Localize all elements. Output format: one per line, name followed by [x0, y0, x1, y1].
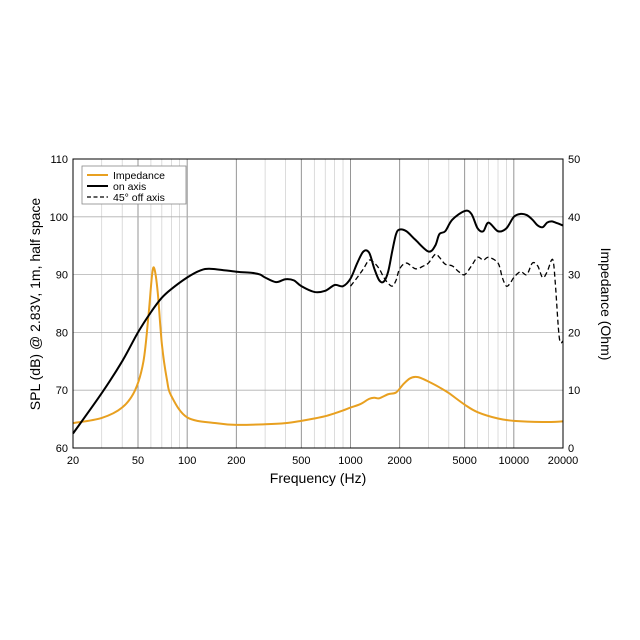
- x-tick-label: 100: [178, 455, 196, 467]
- y2-tick-label: 10: [568, 385, 580, 397]
- legend: Impedance on axis 45° off axis: [81, 165, 187, 205]
- y-tick-label: 60: [56, 443, 68, 455]
- y-tick-label: 90: [56, 270, 68, 282]
- x-tick-label: 20000: [548, 455, 579, 467]
- y2-tick-label: 50: [568, 154, 580, 166]
- y2-tick-label: 20: [568, 327, 580, 339]
- x-axis-label: Frequency (Hz): [270, 470, 366, 486]
- x-tick-label: 500: [292, 455, 310, 467]
- legend-label-impedance: Impedance: [113, 170, 165, 182]
- y-tick-label: 110: [50, 154, 68, 166]
- x-tick-label: 20: [67, 455, 79, 467]
- plot-frame: [72, 158, 564, 449]
- x-tick-label: 50: [132, 455, 144, 467]
- x-tick-label: 2000: [387, 455, 411, 467]
- series-line-off-axis: [349, 253, 564, 344]
- series-line-impedance: [72, 266, 564, 426]
- legend-label-off-axis: 45° off axis: [113, 192, 165, 204]
- y2-axis-label: Impedance (Ohm): [598, 248, 614, 361]
- x-tick-label: 1000: [338, 455, 362, 467]
- series-lines: [72, 209, 564, 435]
- y-axis-label: SPL (dB) @ 2.83V, 1m, half space: [27, 198, 43, 411]
- x-tick-label: 5000: [452, 455, 476, 467]
- y-tick-label: 100: [50, 212, 68, 224]
- legend-label-on-axis: on axis: [113, 181, 146, 193]
- y-tick-label: 80: [56, 327, 68, 339]
- y-tick-label: 70: [56, 385, 68, 397]
- y2-tick-label: 30: [568, 270, 580, 282]
- series-line-on-axis: [72, 209, 564, 435]
- x-tick-label: 200: [227, 455, 245, 467]
- y2-tick-label: 40: [568, 212, 580, 224]
- y2-tick-label: 0: [568, 443, 574, 455]
- x-tick-label: 10000: [499, 455, 530, 467]
- tick-labels: 20 50 100 200 500 1000 2000 5000 10000 2000060708…: [50, 154, 581, 467]
